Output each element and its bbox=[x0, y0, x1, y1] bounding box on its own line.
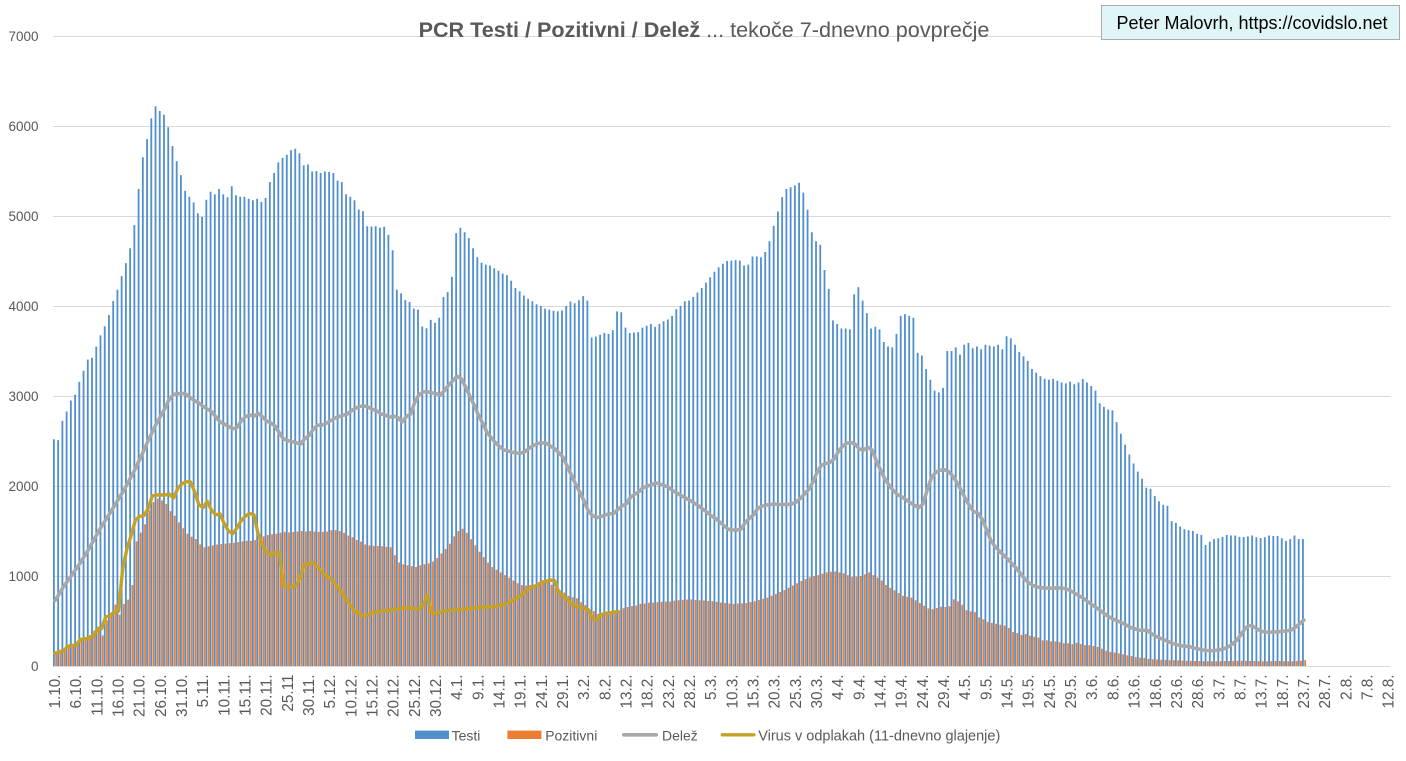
svg-text:10.12.: 10.12. bbox=[343, 675, 360, 718]
svg-text:12.8.: 12.8. bbox=[1381, 675, 1398, 709]
svg-text:3.6.: 3.6. bbox=[1084, 675, 1101, 701]
svg-text:23.2.: 23.2. bbox=[661, 675, 678, 709]
svg-text:10.11.: 10.11. bbox=[216, 675, 233, 716]
svg-text:5.11.: 5.11. bbox=[195, 675, 212, 708]
svg-text:18.7.: 18.7. bbox=[1275, 675, 1292, 709]
svg-text:4.4.: 4.4. bbox=[830, 675, 847, 701]
svg-text:19.1.: 19.1. bbox=[513, 675, 530, 709]
svg-text:2.8.: 2.8. bbox=[1338, 675, 1355, 701]
svg-text:0: 0 bbox=[31, 659, 39, 674]
svg-text:14.5.: 14.5. bbox=[1000, 675, 1017, 709]
svg-text:10.3.: 10.3. bbox=[724, 675, 741, 709]
svg-text:26.10.: 26.10. bbox=[153, 675, 170, 718]
svg-text:30.12.: 30.12. bbox=[428, 675, 445, 718]
svg-text:18.2.: 18.2. bbox=[640, 675, 657, 709]
svg-text:Virus v odplakah (11-dnevno gl: Virus v odplakah (11-dnevno glajenje) bbox=[758, 728, 1000, 744]
svg-text:2000: 2000 bbox=[8, 479, 38, 494]
svg-text:14.1.: 14.1. bbox=[492, 675, 509, 709]
svg-text:20.3.: 20.3. bbox=[767, 675, 784, 709]
svg-text:5.3.: 5.3. bbox=[703, 675, 720, 701]
svg-text:9.5.: 9.5. bbox=[978, 675, 995, 701]
svg-text:Peter Malovrh, https://covidsl: Peter Malovrh, https://covidslo.net bbox=[1116, 13, 1387, 33]
svg-text:Pozitivni: Pozitivni bbox=[545, 727, 597, 743]
svg-text:29.4.: 29.4. bbox=[936, 675, 953, 709]
svg-text:8.6.: 8.6. bbox=[1105, 675, 1122, 701]
svg-text:7000: 7000 bbox=[8, 29, 38, 44]
svg-text:24.5.: 24.5. bbox=[1042, 675, 1059, 709]
svg-text:8.7.: 8.7. bbox=[1232, 675, 1249, 701]
svg-text:29.5.: 29.5. bbox=[1063, 675, 1080, 709]
svg-text:9.1.: 9.1. bbox=[470, 675, 487, 701]
svg-text:3.7.: 3.7. bbox=[1211, 675, 1228, 701]
svg-text:24.1.: 24.1. bbox=[534, 675, 551, 709]
svg-text:15.12.: 15.12. bbox=[365, 675, 382, 718]
svg-text:31.10.: 31.10. bbox=[174, 675, 191, 718]
svg-text:4000: 4000 bbox=[8, 299, 38, 314]
svg-text:8.2.: 8.2. bbox=[597, 675, 614, 701]
svg-text:Testi: Testi bbox=[452, 727, 481, 743]
svg-text:25.12.: 25.12. bbox=[407, 675, 424, 718]
svg-text:14.4.: 14.4. bbox=[873, 675, 890, 709]
svg-text:6.10.: 6.10. bbox=[68, 675, 85, 709]
svg-text:30.11.: 30.11. bbox=[301, 675, 318, 716]
svg-text:16.10.: 16.10. bbox=[110, 675, 127, 718]
svg-text:3.2.: 3.2. bbox=[576, 675, 593, 701]
svg-text:21.10.: 21.10. bbox=[132, 675, 149, 718]
svg-text:23.7.: 23.7. bbox=[1296, 675, 1313, 709]
svg-text:5000: 5000 bbox=[8, 209, 38, 224]
svg-text:13.6.: 13.6. bbox=[1127, 675, 1144, 709]
svg-text:4.5.: 4.5. bbox=[957, 675, 974, 701]
svg-text:7.8.: 7.8. bbox=[1360, 675, 1377, 701]
svg-text:28.2.: 28.2. bbox=[682, 675, 699, 709]
svg-text:23.6.: 23.6. bbox=[1169, 675, 1186, 709]
svg-text:25.11: 25.11 bbox=[280, 675, 297, 712]
svg-text:19.4.: 19.4. bbox=[894, 675, 911, 709]
svg-text:PCR Testi / Pozitivni / Delež: PCR Testi / Pozitivni / Delež ... tekoče… bbox=[419, 17, 990, 42]
svg-text:29.1.: 29.1. bbox=[555, 675, 572, 709]
svg-text:20.11.: 20.11. bbox=[259, 675, 276, 716]
svg-text:5.12.: 5.12. bbox=[322, 675, 339, 709]
svg-text:28.7.: 28.7. bbox=[1317, 675, 1334, 709]
svg-text:24.4.: 24.4. bbox=[915, 675, 932, 709]
svg-text:19.5.: 19.5. bbox=[1021, 675, 1038, 709]
svg-text:13.7.: 13.7. bbox=[1254, 675, 1271, 709]
svg-text:30.3.: 30.3. bbox=[809, 675, 826, 709]
svg-text:4.1.: 4.1. bbox=[449, 675, 466, 701]
svg-text:9.4.: 9.4. bbox=[851, 675, 868, 701]
svg-text:11.10.: 11.10. bbox=[89, 675, 106, 716]
svg-text:6000: 6000 bbox=[8, 119, 38, 134]
svg-text:1000: 1000 bbox=[8, 569, 38, 584]
svg-text:15.3.: 15.3. bbox=[746, 675, 763, 709]
svg-text:15.11.: 15.11. bbox=[237, 675, 254, 716]
svg-text:25.3.: 25.3. bbox=[788, 675, 805, 709]
svg-text:20.12.: 20.12. bbox=[386, 675, 403, 718]
svg-text:3000: 3000 bbox=[8, 389, 38, 404]
svg-text:1.10.: 1.10. bbox=[47, 675, 64, 709]
svg-text:13.2.: 13.2. bbox=[619, 675, 636, 709]
svg-text:18.6.: 18.6. bbox=[1148, 675, 1165, 709]
svg-text:Delež: Delež bbox=[662, 727, 698, 743]
svg-text:28.6.: 28.6. bbox=[1190, 675, 1207, 709]
